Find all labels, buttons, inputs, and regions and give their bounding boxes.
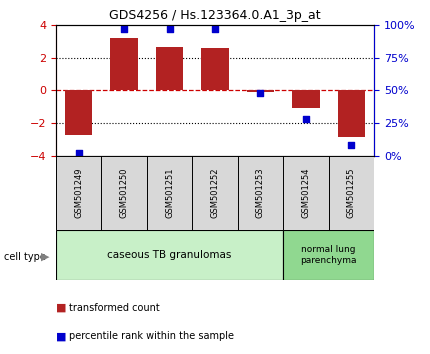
Bar [65,90,92,135]
Point [75,150,82,156]
Bar [338,90,365,137]
Text: ■: ■ [56,303,66,313]
Text: ▶: ▶ [41,252,49,262]
Bar [292,90,319,108]
Bar [247,90,274,92]
Point [257,90,264,96]
Text: normal lung
parenchyma: normal lung parenchyma [301,245,357,264]
Text: cell type: cell type [4,252,46,262]
Text: GDS4256 / Hs.123364.0.A1_3p_at: GDS4256 / Hs.123364.0.A1_3p_at [109,9,321,22]
FancyBboxPatch shape [283,230,374,280]
Point [348,142,355,148]
Text: GSM501254: GSM501254 [301,168,310,218]
Bar [111,38,138,90]
Text: GSM501249: GSM501249 [74,168,83,218]
Text: caseous TB granulomas: caseous TB granulomas [108,250,232,260]
Text: ■: ■ [56,331,66,341]
Bar [156,47,183,90]
Point [302,116,309,122]
Text: percentile rank within the sample: percentile rank within the sample [69,331,234,341]
Point [212,26,218,32]
Point [121,26,128,32]
Point [166,26,173,32]
Text: GSM501250: GSM501250 [120,168,129,218]
Text: transformed count: transformed count [69,303,160,313]
Text: GSM501251: GSM501251 [165,168,174,218]
Text: GSM501252: GSM501252 [211,168,219,218]
Bar [201,48,229,90]
FancyBboxPatch shape [56,230,283,280]
Text: GSM501255: GSM501255 [347,168,356,218]
Text: GSM501253: GSM501253 [256,167,265,218]
